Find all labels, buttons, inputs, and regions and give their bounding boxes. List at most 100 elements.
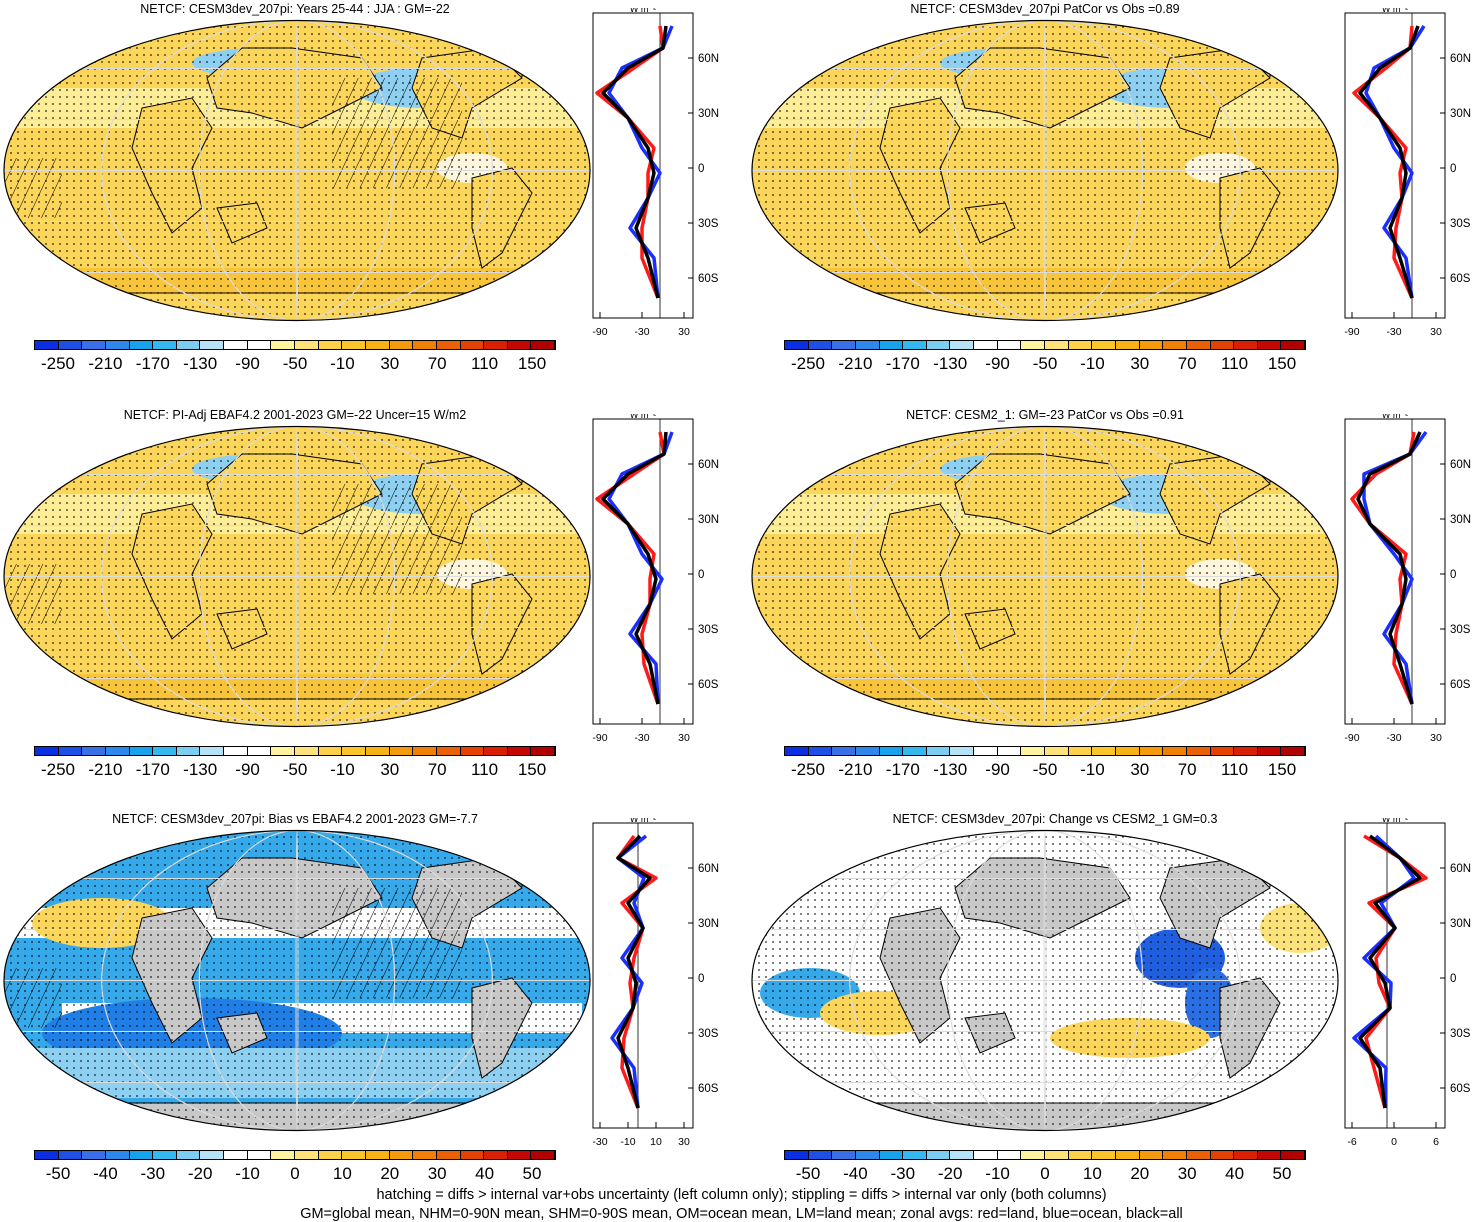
world-map xyxy=(2,18,592,328)
colorbar xyxy=(784,340,1306,350)
zonal-x-tick: -90 xyxy=(592,326,607,338)
zonal-line-land xyxy=(616,834,658,1109)
zonal-x-tick: 10 xyxy=(650,1136,662,1148)
zonal-line-all xyxy=(616,834,652,1109)
colorbar-label: -210 xyxy=(838,354,873,373)
colorbar-label: 0 xyxy=(290,1164,300,1183)
zonal-line-land xyxy=(595,431,666,705)
colorbar-label: 70 xyxy=(1177,354,1197,373)
panel-title: NETCF: CESM3dev_207pi: Change vs CESM2_1… xyxy=(892,812,1218,826)
lat-label: 0 xyxy=(1450,569,1456,581)
world-map xyxy=(750,18,1340,328)
zonal-x-tick: 30 xyxy=(678,1136,690,1148)
colorbar-label: 40 xyxy=(1225,1164,1245,1183)
colorbar-label: -10 xyxy=(330,354,355,373)
colorbar-label: 150 xyxy=(1267,354,1297,373)
colorbar-label: -50 xyxy=(45,1164,71,1183)
colorbar xyxy=(34,340,556,350)
colorbar-label: -210 xyxy=(88,354,123,373)
zonal-line-all xyxy=(1358,25,1420,299)
colorbar-label: -130 xyxy=(933,760,968,779)
colorbar-label: -50 xyxy=(1032,760,1058,779)
colorbar-label: 30 xyxy=(1177,1164,1197,1183)
zonal-line-ocean xyxy=(610,834,648,1109)
zonal-x-tick: -90 xyxy=(1344,732,1359,744)
colorbar-label: -10 xyxy=(985,1164,1010,1183)
colorbar-label: -250 xyxy=(790,760,826,779)
zonal-x-tick: 30 xyxy=(678,732,690,744)
zonal-units: W m⁻² xyxy=(630,8,656,14)
zonal-units: W m⁻² xyxy=(1382,818,1408,824)
colorbar-label: -170 xyxy=(885,760,920,779)
colorbar-label: 110 xyxy=(1221,760,1249,779)
panel-title: NETCF: CESM2_1: GM=-23 PatCor vs Obs =0.… xyxy=(906,408,1184,422)
colorbar-label: -90 xyxy=(985,354,1010,373)
colorbar-label: 30 xyxy=(380,760,400,779)
zonal-line-all xyxy=(1356,431,1422,705)
lat-label: 60S xyxy=(698,273,719,285)
colorbar-label: -170 xyxy=(135,760,170,779)
colorbar-label: 70 xyxy=(1177,760,1197,779)
colorbar xyxy=(34,1150,556,1160)
zonal-x-tick: -90 xyxy=(1344,326,1359,338)
colorbar-label: 30 xyxy=(1130,354,1150,373)
zonal-x-tick: -90 xyxy=(592,732,607,744)
colorbar-label: -20 xyxy=(937,1164,963,1183)
colorbar-label: -130 xyxy=(933,354,968,373)
colorbar-label: -90 xyxy=(235,354,260,373)
colorbar-label: -40 xyxy=(93,1164,118,1183)
colorbar-label: -90 xyxy=(985,760,1010,779)
zonal-line-ocean xyxy=(1364,25,1426,299)
colorbar xyxy=(784,746,1306,756)
colorbar-label: 110 xyxy=(471,354,499,373)
zonal-mean-plot: 60N 30N 0 30S 60S -30 -10 10 30 W m⁻² xyxy=(588,814,733,1173)
colorbar-label: 30 xyxy=(380,354,400,373)
zonal-units: W m⁻² xyxy=(630,414,656,420)
zonal-x-tick: -6 xyxy=(1347,1136,1356,1148)
lat-label: 60S xyxy=(698,1083,719,1095)
colorbar-label: 20 xyxy=(1130,1164,1150,1183)
colorbar-label: -30 xyxy=(890,1164,916,1183)
lat-label: 60N xyxy=(698,53,719,65)
zonal-x-tick: -30 xyxy=(1386,326,1401,338)
zonal-units: W m⁻² xyxy=(630,818,656,824)
zonal-x-tick: -30 xyxy=(592,1136,607,1148)
colorbar-label: 50 xyxy=(1272,1164,1292,1183)
colorbar-label: 10 xyxy=(332,1164,352,1183)
zonal-x-tick: -30 xyxy=(634,326,649,338)
lat-label: 30S xyxy=(698,624,719,636)
zonal-line-land xyxy=(595,25,665,299)
zonal-mean-plot: 60N 30N 0 30S 60S -90 -30 30 W m⁻² xyxy=(1340,4,1483,363)
colorbar-label: 30 xyxy=(427,1164,447,1183)
zonal-line-all xyxy=(1358,834,1422,1109)
world-map xyxy=(750,828,1340,1138)
colorbar-label: 50 xyxy=(522,1164,542,1183)
colorbar-label: 150 xyxy=(1267,760,1297,779)
zonal-line-all xyxy=(601,25,668,299)
colorbar-label: -30 xyxy=(140,1164,166,1183)
zonal-units: W m⁻² xyxy=(1382,8,1408,14)
zonal-x-tick: 30 xyxy=(1430,326,1442,338)
zonal-x-tick: 0 xyxy=(1391,1136,1397,1148)
colorbar-label: 20 xyxy=(380,1164,400,1183)
lat-label: 60N xyxy=(1450,53,1471,65)
colorbar-label: -10 xyxy=(1080,760,1105,779)
zonal-x-tick: 30 xyxy=(1430,732,1442,744)
lat-label: 0 xyxy=(698,569,704,581)
lat-label: 30N xyxy=(1450,918,1471,930)
lat-label: 0 xyxy=(1450,163,1456,175)
colorbar-label: -50 xyxy=(282,760,308,779)
colorbar-label: -40 xyxy=(843,1164,868,1183)
colorbar-label: 70 xyxy=(427,760,447,779)
lat-label: 60N xyxy=(1450,459,1471,471)
colorbar-label: -50 xyxy=(795,1164,821,1183)
colorbar-label: -10 xyxy=(235,1164,260,1183)
lat-label: 30S xyxy=(1450,1028,1471,1040)
colorbar-label: -50 xyxy=(282,354,308,373)
colorbar-label: -170 xyxy=(135,354,170,373)
zonal-line-land xyxy=(1352,25,1414,299)
zonal-x-tick: -10 xyxy=(620,1136,635,1148)
lat-label: 60S xyxy=(698,679,719,691)
colorbar xyxy=(784,1150,1306,1160)
lat-label: 60N xyxy=(698,863,719,875)
